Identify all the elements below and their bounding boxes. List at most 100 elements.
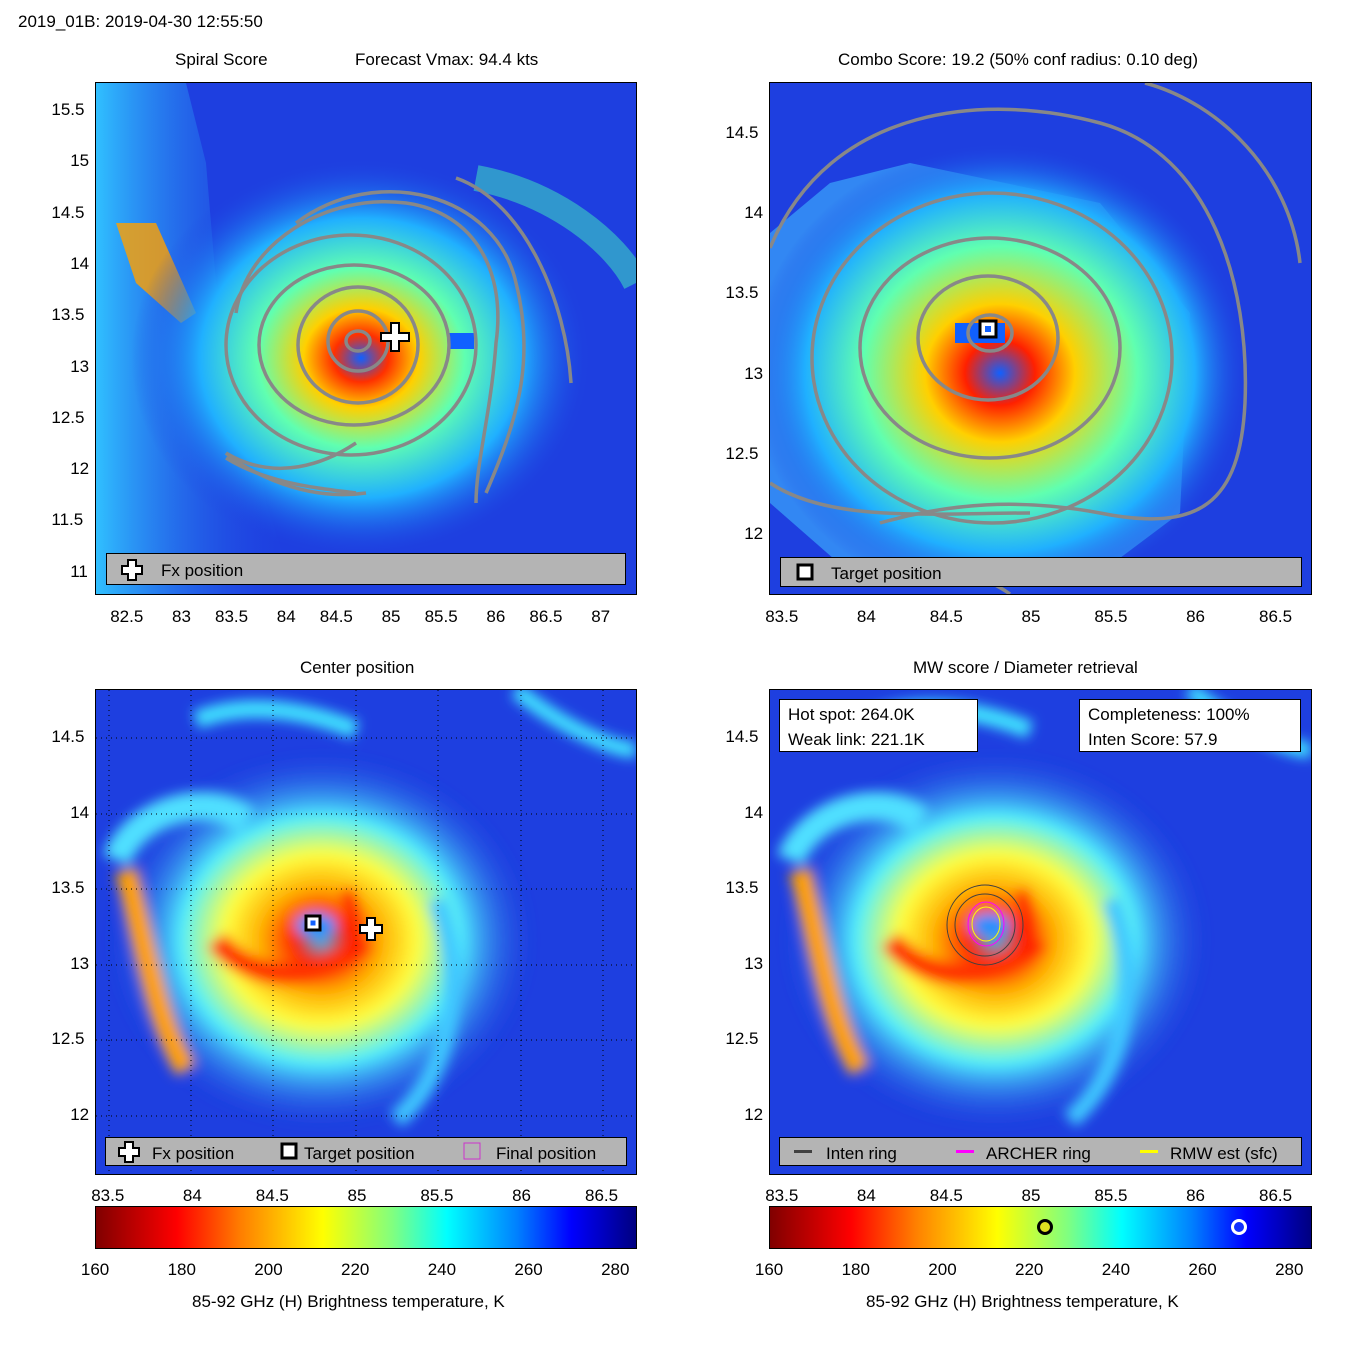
fx-position-marker	[359, 917, 383, 941]
colorbar-left	[95, 1206, 637, 1249]
x-tick-label: 86	[1186, 1186, 1206, 1205]
center-position-plot: Fx position Target position Final positi…	[95, 689, 637, 1175]
y-tick-label: 11	[70, 561, 88, 581]
legend-fx-position: Fx position	[161, 561, 244, 580]
x-tick-label: 85	[1021, 1186, 1041, 1205]
x-tick-label: 85.5	[1094, 607, 1128, 626]
colorbar-tick-label: 220	[1015, 1260, 1044, 1279]
y-tick-label: 12.5	[725, 1029, 759, 1049]
page-title: 2019_01B: 2019-04-30 12:55:50	[18, 12, 263, 31]
y-tick-label: 14.5	[51, 727, 85, 746]
colorbar-tick-label: 240	[427, 1260, 457, 1279]
y-tick-label: 14	[70, 802, 90, 822]
x-tick-label: 84	[276, 607, 296, 626]
y-tick-label: 15	[70, 151, 90, 171]
weak-link-value: Weak link: 221.1K	[788, 730, 925, 749]
final-square-icon	[463, 1142, 481, 1160]
spiral-title: Spiral Score	[175, 50, 268, 69]
legend-inten-ring: Inten ring	[826, 1144, 897, 1163]
x-tick-label: 86.5	[585, 1186, 619, 1205]
weak-link-marker	[1037, 1219, 1054, 1235]
x-tick-label: 85	[381, 607, 401, 626]
colorbar-tick-label: 160	[754, 1260, 784, 1279]
y-tick-label: 13	[744, 953, 764, 973]
y-tick-label: 13.5	[51, 878, 85, 898]
x-tick-label: 86.5	[529, 607, 563, 626]
x-tick-label: 83.5	[91, 1186, 125, 1205]
combo-score-plot: Target position	[769, 82, 1312, 595]
center-legend: Fx position Target position Final positi…	[105, 1137, 627, 1166]
x-tick-label: 86.5	[1259, 607, 1293, 626]
center-image	[96, 690, 636, 1174]
combo-legend: Target position	[780, 557, 1302, 587]
y-tick-label: 14.5	[51, 202, 85, 222]
colorbar-tick-label: 160	[80, 1260, 110, 1279]
cross-icon	[121, 559, 143, 581]
x-tick-label: 82.5	[110, 607, 144, 626]
y-tick-label: 12	[744, 1105, 764, 1124]
legend-fx-position: Fx position	[152, 1144, 235, 1163]
mw-title: MW score / Diameter retrieval	[913, 658, 1138, 677]
y-tick-label: 12.5	[51, 1029, 85, 1049]
y-tick-label: 14	[70, 253, 90, 273]
x-tick-label: 86	[1186, 607, 1206, 626]
spiral-image	[96, 83, 636, 594]
y-tick-label: 13	[744, 363, 764, 383]
x-tick-label: 84.5	[255, 1186, 289, 1205]
y-tick-label: 12	[744, 524, 764, 543]
x-tick-label: 84	[856, 607, 876, 626]
y-tick-label: 12.5	[51, 407, 85, 427]
completeness-value: Completeness: 100%	[1088, 705, 1250, 724]
x-tick-label: 83.5	[215, 607, 249, 626]
x-tick-label: 83	[172, 607, 191, 626]
x-tick-label: 83.5	[765, 1186, 799, 1205]
x-tick-label: 85	[1021, 607, 1041, 626]
y-tick-label: 13	[70, 953, 90, 973]
y-tick-label: 14.5	[725, 123, 759, 142]
mw-score-plot: Hot spot: 264.0K Weak link: 221.1K Compl…	[769, 689, 1312, 1175]
x-tick-label: 86	[486, 607, 506, 626]
colorbar-tick-label: 220	[341, 1260, 370, 1279]
colorbar-tick-label: 200	[254, 1260, 283, 1279]
archer-ring-swatch	[956, 1150, 974, 1153]
completeness-box: Completeness: 100% Inten Score: 57.9	[1079, 699, 1301, 752]
x-tick-label: 84.5	[319, 607, 353, 626]
y-tick-label: 14	[744, 203, 764, 223]
forecast-vmax: Forecast Vmax: 94.4 kts	[355, 50, 539, 69]
colorbar-tick-label: 200	[928, 1260, 957, 1279]
colorbar-tick-label: 280	[601, 1260, 630, 1279]
x-tick-label: 85.5	[1094, 1186, 1128, 1205]
x-tick-label: 84.5	[929, 1186, 963, 1205]
colorbar-left-label: 85-92 GHz (H) Brightness temperature, K	[192, 1292, 505, 1311]
center-gridlines	[96, 690, 636, 1174]
cross-icon	[118, 1141, 140, 1163]
x-tick-label: 85	[347, 1186, 367, 1205]
legend-rmw-est: RMW est (sfc)	[1170, 1144, 1278, 1163]
target-square-icon	[796, 563, 814, 581]
y-tick-label: 12	[70, 459, 90, 479]
colorbar-tick-label: 280	[1275, 1260, 1304, 1279]
y-tick-label: 14.5	[725, 727, 759, 746]
inten-ring-swatch	[794, 1150, 812, 1153]
colorbar-tick-label: 180	[841, 1260, 870, 1279]
spiral-score-plot: Fx position	[95, 82, 637, 595]
x-tick-label: 83.5	[765, 607, 799, 626]
y-tick-label: 13.5	[725, 878, 759, 898]
center-title: Center position	[300, 658, 415, 677]
y-tick-label: 13	[70, 356, 90, 376]
x-tick-label: 86.5	[1259, 1186, 1293, 1205]
colorbar-tick-label: 260	[514, 1260, 543, 1279]
hot-spot-marker	[1230, 1219, 1247, 1235]
colorbar-tick-label: 180	[167, 1260, 196, 1279]
spiral-legend: Fx position	[106, 553, 626, 585]
y-tick-label: 12	[70, 1105, 90, 1124]
y-tick-label: 14	[744, 802, 764, 822]
retrieval-rings	[946, 884, 1024, 966]
hot-spot-box: Hot spot: 264.0K Weak link: 221.1K	[779, 699, 978, 752]
x-tick-label: 85.5	[420, 1186, 454, 1205]
hot-spot-value: Hot spot: 264.0K	[788, 705, 915, 724]
legend-archer-ring: ARCHER ring	[986, 1144, 1091, 1163]
x-tick-label: 87	[591, 607, 611, 626]
x-tick-label: 85.5	[424, 607, 458, 626]
colorbar-tick-label: 260	[1188, 1260, 1217, 1279]
